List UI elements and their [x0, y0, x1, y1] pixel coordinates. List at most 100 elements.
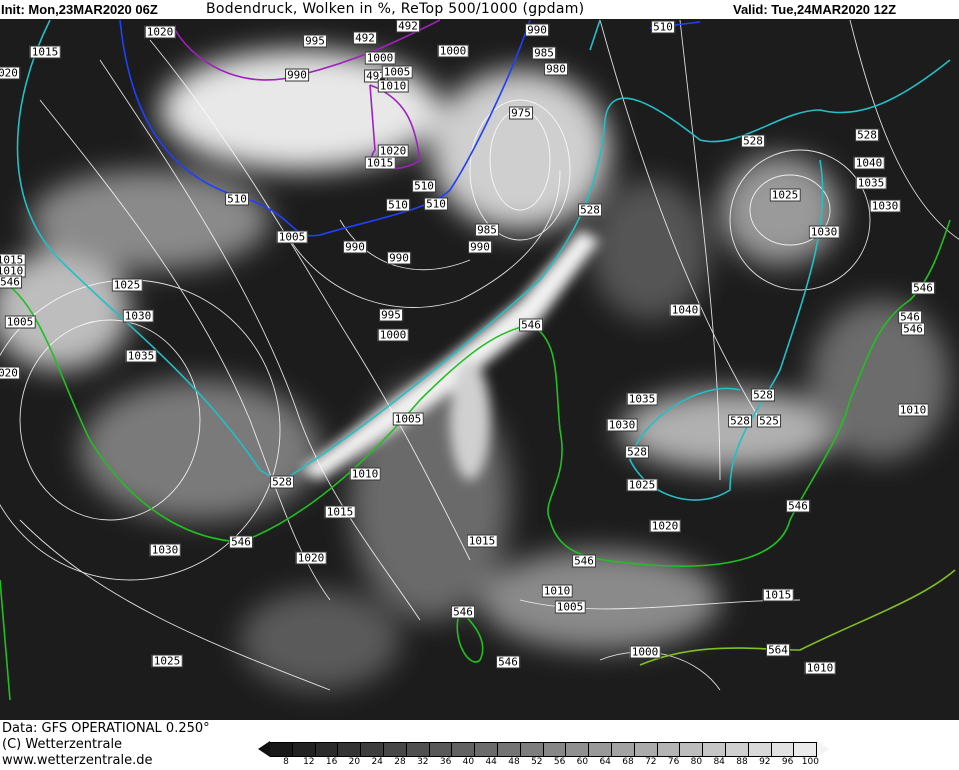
- init-time: Init: Mon,23MAR2020 06Z: [1, 2, 158, 17]
- contour-label: 1005: [4, 315, 36, 329]
- contour-564: [639, 569, 956, 666]
- colorbar-tick-label: 60: [576, 757, 589, 767]
- contour-label: 1015: [29, 45, 61, 59]
- contour-label: 1005: [392, 412, 424, 426]
- colorbar-tick-label: 80: [690, 757, 703, 767]
- contour-label: 564: [766, 643, 790, 657]
- contour-528: [16, 19, 951, 501]
- contour-label: 1010: [897, 403, 929, 417]
- colorbar-tick-label: 88: [736, 757, 748, 767]
- contour-label: 528: [741, 134, 765, 148]
- contour-label: 990: [525, 23, 549, 37]
- contour-label: 1005: [381, 65, 413, 79]
- contour-label: 1010: [377, 79, 409, 93]
- contour-label: 546: [496, 655, 520, 669]
- colorbar-tick-label: 96: [781, 757, 794, 767]
- contour-label: 1015: [762, 588, 794, 602]
- contour-label: 528: [728, 414, 752, 428]
- colorbar-swatch: [657, 741, 681, 757]
- contour-label: 1035: [626, 392, 658, 406]
- data-source: Data: GFS OPERATIONAL 0.250°: [2, 721, 210, 736]
- contour-label: 020: [0, 366, 20, 380]
- cloud-band: [300, 230, 600, 480]
- colorbar-swatch: [566, 741, 590, 757]
- map-graphics: [0, 19, 959, 701]
- website-link[interactable]: www.wetterzentrale.de: [2, 753, 153, 768]
- contour-label: 528: [270, 475, 294, 489]
- contour-label: 1010: [541, 584, 573, 598]
- colorbar-ticks: 8 12 16 20 24 28 32 36 40 44 48 52 56 60 64 68 72 76 80 84 8…: [258, 757, 958, 769]
- contour-label: 1015: [466, 534, 498, 548]
- contour-label: 1015: [364, 156, 396, 170]
- colorbar-swatch: [543, 741, 567, 757]
- contour-label: 1020: [295, 551, 327, 565]
- colorbar-tick-label: 28: [394, 757, 406, 767]
- colorbar-swatch: [383, 741, 407, 757]
- colorbar-tick-label: 56: [553, 757, 566, 767]
- contour-label: 1000: [377, 328, 409, 342]
- colorbar-swatch: [680, 741, 704, 757]
- colorbar-swatch: [315, 741, 339, 757]
- contour-label: 1030: [122, 309, 154, 323]
- colorbar-tick-label: 76: [667, 757, 680, 767]
- isobars: [0, 19, 959, 691]
- contour-label: 990: [468, 240, 492, 254]
- colorbar-swatch: [611, 741, 635, 757]
- contour-label: 985: [532, 46, 556, 60]
- contour-label: 020: [0, 66, 20, 80]
- colorbar-swatch: [520, 741, 544, 757]
- contour-label: 1005: [554, 600, 586, 614]
- colorbar-tick-label: 20: [348, 757, 361, 767]
- contour-label: 546: [572, 554, 596, 568]
- contour-label: 1005: [276, 230, 308, 244]
- contour-label: 985: [475, 223, 499, 237]
- colorbar-tick-label: 12: [303, 757, 315, 767]
- contour-label: 1010: [804, 661, 836, 675]
- colorbar-tick-label: 8: [283, 757, 289, 767]
- colorbar-tick-label: 32: [417, 757, 429, 767]
- contour-label: 990: [343, 240, 367, 254]
- contour-label: 1030: [606, 418, 638, 432]
- colorbar-swatch: [270, 741, 293, 757]
- contour-label: 546: [451, 605, 475, 619]
- colorbar-swatch: [589, 741, 612, 757]
- contour-label: 1030: [869, 199, 901, 213]
- map-title: Bodendruck, Wolken in %, ReTop 500/1000 …: [206, 1, 585, 17]
- colorbar-swatch: [794, 741, 818, 757]
- contour-label: 510: [424, 197, 448, 211]
- contour-label: 1025: [626, 478, 658, 492]
- contour-label: 1010: [349, 467, 381, 481]
- contour-546: [0, 219, 951, 701]
- contour-label: 1020: [649, 519, 681, 533]
- colorbar-swatch: [361, 741, 384, 757]
- contour-label: 510: [386, 198, 410, 212]
- colorbar-max-arrow: [817, 741, 830, 757]
- contour-label: 975: [509, 106, 533, 120]
- contour-label: 1035: [125, 349, 157, 363]
- colorbar-min-arrow: [258, 741, 270, 757]
- colorbar-swatch: [748, 741, 772, 757]
- contour-label: 546: [911, 281, 935, 295]
- colorbar-tick-label: 52: [531, 757, 543, 767]
- colorbar-tick-label: 44: [485, 757, 497, 767]
- contour-label: 980: [544, 62, 568, 76]
- contour-label: 492: [353, 31, 377, 45]
- colorbar-swatch: [475, 741, 498, 757]
- contour-label: 995: [303, 34, 327, 48]
- colorbar-swatch: [406, 741, 430, 757]
- contour-label: 990: [285, 68, 309, 82]
- colorbar-swatch: [452, 741, 476, 757]
- colorbar-tick-label: 48: [508, 757, 520, 767]
- colorbar-swatch: [634, 741, 658, 757]
- contour-label: 995: [379, 308, 403, 322]
- colorbar-tick-label: 16: [325, 757, 338, 767]
- cloud-cover-colorbar: [258, 741, 830, 757]
- colorbar-swatch: [338, 741, 362, 757]
- contour-label: 510: [651, 20, 675, 34]
- contour-label: 546: [901, 322, 925, 336]
- colorbar-tick-label: 64: [599, 757, 611, 767]
- contour-label: 546: [519, 318, 543, 332]
- colorbar-tick-label: 72: [645, 757, 657, 767]
- contour-label: 1030: [149, 543, 181, 557]
- colorbar-swatch: [725, 741, 749, 757]
